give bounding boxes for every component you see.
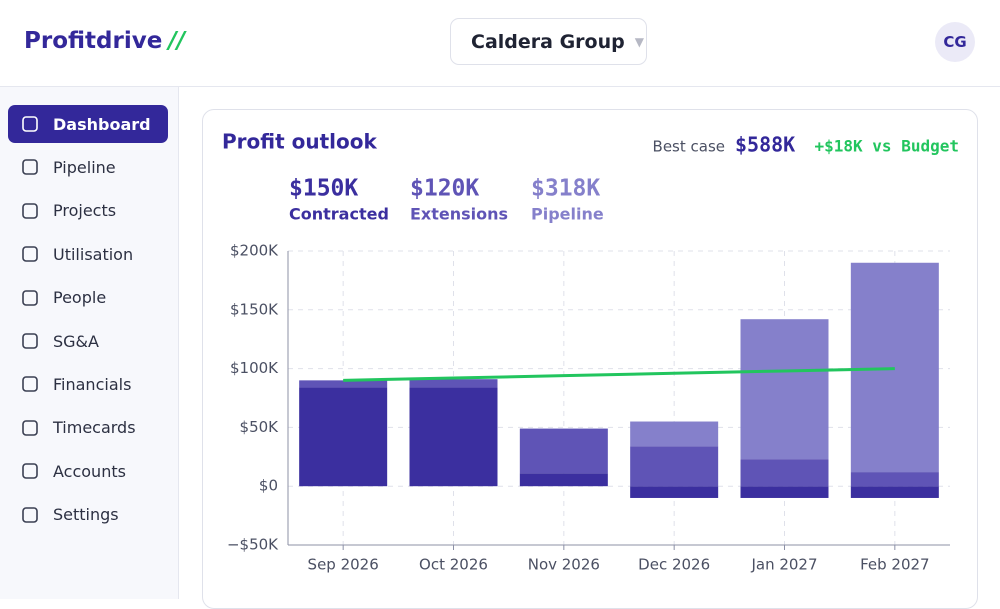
bar	[409, 387, 498, 487]
best-case-label: Best case	[653, 138, 725, 156]
nav-icon	[22, 333, 38, 349]
nav-label: Accounts	[53, 461, 126, 481]
x-tick-label: Jan 2027	[750, 556, 817, 574]
summary-value: $318K	[531, 176, 600, 202]
chart: Profit outlook Best case $588K +$18K vs …	[222, 130, 960, 574]
y-tick-label: $100K	[230, 359, 279, 377]
x-tick-label: Sep 2026	[308, 556, 379, 574]
card-title: Profit outlook	[222, 130, 377, 154]
x-tick-label: Nov 2026	[528, 556, 600, 574]
org-name: Caldera Group	[471, 30, 625, 53]
y-tick-label: $200K	[230, 242, 279, 260]
legend-label: Contracted	[289, 205, 389, 224]
bar	[630, 486, 719, 498]
nav-label: People	[53, 288, 107, 308]
nav-item[interactable]: Accounts	[8, 452, 168, 490]
nav-label: Dashboard	[53, 114, 151, 134]
bar	[740, 319, 829, 460]
nav-item[interactable]: Timecards	[8, 409, 168, 447]
bar	[630, 446, 719, 487]
legend-label: Pipeline	[531, 205, 604, 224]
logo-text[interactable]: Profitdrive	[24, 28, 163, 54]
nav-item[interactable]: People	[8, 279, 168, 317]
legend-label: Extensions	[410, 205, 508, 224]
bar	[299, 387, 388, 487]
nav-item[interactable]: Settings	[8, 496, 168, 534]
budget-line	[343, 367, 895, 382]
nav-label: Timecards	[53, 418, 136, 438]
y-tick-label: −$50K	[227, 536, 279, 554]
nav-icon	[22, 289, 38, 306]
nav-item[interactable]: Projects	[8, 192, 168, 230]
nav-label: Settings	[53, 505, 119, 525]
nav-item[interactable]: Pipeline	[8, 148, 168, 186]
sidebar: Dashboard Pipeline Projects Utilisation Peop…	[0, 87, 179, 599]
nav-item[interactable]: SG&A	[8, 322, 168, 360]
nav-icon	[22, 159, 38, 176]
nav-icon	[22, 202, 38, 219]
nav-icon	[22, 246, 38, 262]
nav-icon	[22, 376, 38, 393]
nav-label: Utilisation	[53, 244, 134, 264]
nav-label: SG&A	[53, 331, 99, 351]
y-tick-label: $50K	[240, 418, 280, 436]
vs-budget: +$18K vs Budget	[815, 137, 960, 156]
best-case-value: $588K	[735, 133, 795, 157]
x-tick-label: Dec 2026	[638, 556, 710, 574]
avatar[interactable]: CG	[935, 22, 975, 62]
bar	[630, 421, 719, 447]
nav-icon	[22, 463, 38, 479]
nav-item[interactable]: Dashboard	[8, 105, 168, 143]
nav-icon	[22, 419, 38, 436]
bar	[740, 486, 829, 498]
org-selector[interactable]: Caldera Group ▼	[450, 18, 647, 65]
logo[interactable]: Profitdrive//	[24, 28, 185, 54]
nav-item[interactable]: Utilisation	[8, 235, 168, 273]
nav-label: Financials	[53, 374, 132, 394]
logo-mark: //	[168, 28, 186, 54]
nav-icon	[22, 506, 38, 523]
bar	[740, 459, 829, 487]
summary-value: $120K	[410, 176, 479, 202]
nav-item[interactable]: Financials	[8, 365, 168, 403]
nav-label: Projects	[53, 201, 117, 221]
nav-icon	[22, 116, 38, 132]
bar	[850, 262, 939, 473]
x-tick-label: Feb 2027	[860, 556, 930, 574]
header: Profitdrive// Caldera Group ▼ CG	[0, 0, 1000, 87]
y-tick-label: $0	[259, 477, 278, 495]
y-tick-label: $150K	[230, 300, 279, 318]
bar	[519, 428, 608, 474]
bar	[299, 380, 388, 388]
summary-value: $150K	[289, 176, 358, 202]
bar	[850, 472, 939, 487]
bar	[850, 486, 939, 498]
nav-label: Pipeline	[53, 157, 116, 177]
bar	[409, 379, 498, 388]
x-tick-label: Oct 2026	[419, 556, 488, 574]
bar	[519, 473, 608, 487]
